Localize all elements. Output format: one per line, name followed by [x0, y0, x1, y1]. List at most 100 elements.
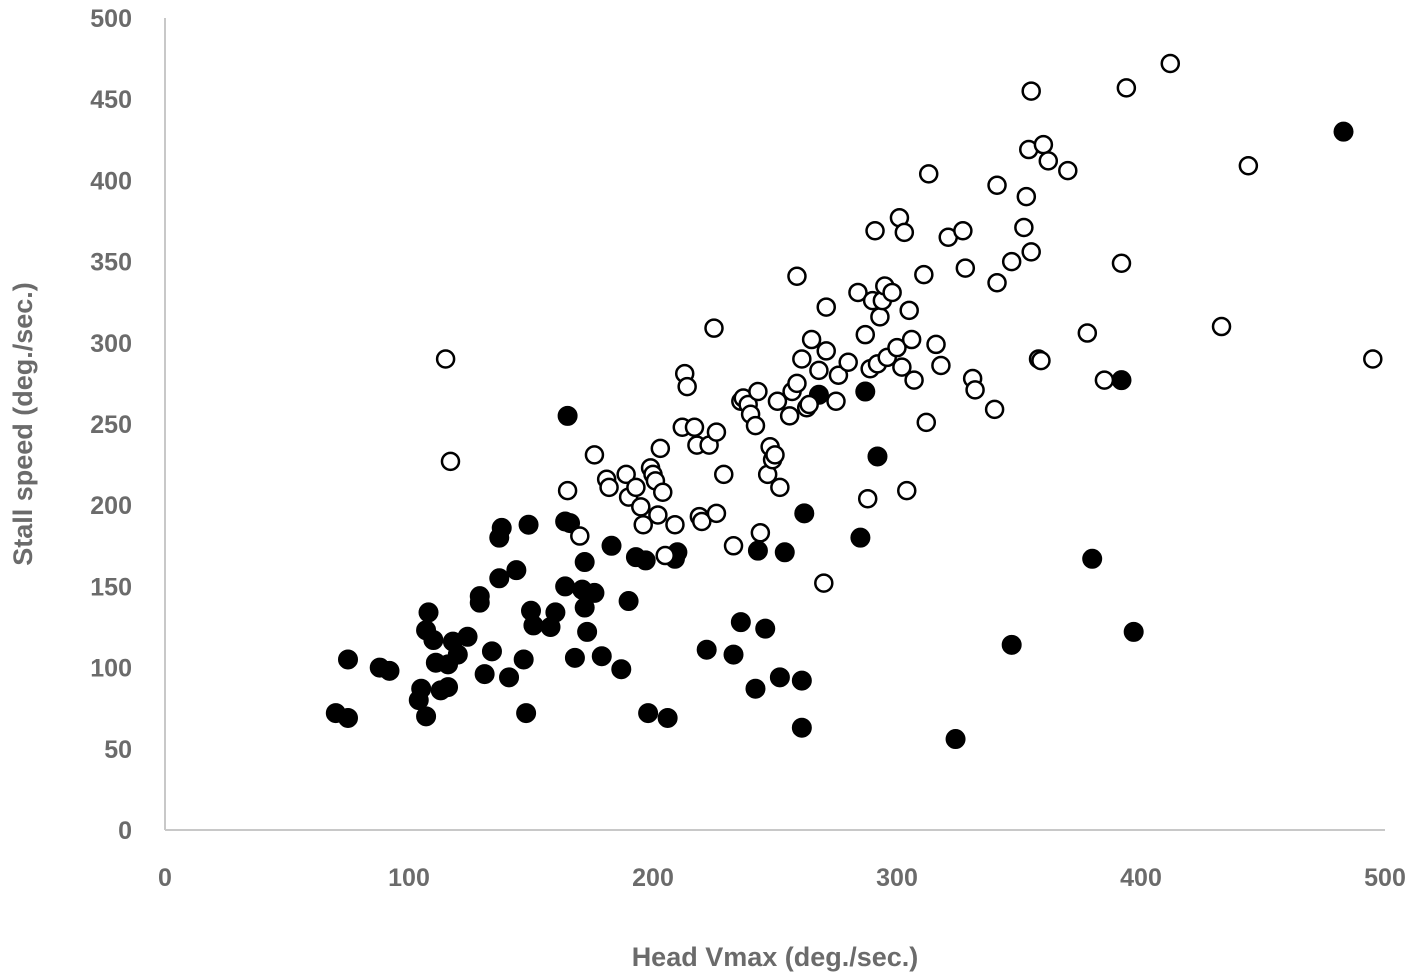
filled-data-point	[411, 678, 432, 699]
open-data-point	[787, 266, 807, 286]
filled-data-point	[696, 639, 717, 660]
filled-data-point	[513, 649, 534, 670]
x-tick-label: 200	[632, 864, 674, 892]
open-data-point	[792, 349, 812, 369]
filled-data-point	[591, 646, 612, 667]
open-data-point	[892, 357, 912, 377]
open-data-point	[1111, 253, 1132, 273]
x-tick-label: 100	[388, 864, 430, 892]
x-tick-label: 400	[1120, 864, 1162, 892]
y-tick-label: 150	[90, 573, 132, 601]
y-axis-title: Stall speed (deg./sec.)	[8, 282, 38, 566]
open-data-point	[984, 399, 1005, 420]
filled-data-point	[794, 503, 815, 524]
open-data-point	[1363, 349, 1383, 369]
open-data-point	[723, 536, 744, 556]
filled-data-point	[755, 618, 776, 639]
open-data-point	[692, 511, 712, 532]
filled-data-point	[1333, 121, 1354, 142]
filled-data-point	[618, 591, 639, 612]
filled-data-point	[723, 644, 744, 665]
open-data-point	[787, 373, 807, 394]
filled-data-point	[1082, 548, 1103, 569]
filled-data-point	[474, 664, 495, 685]
filled-data-point	[657, 707, 678, 728]
open-data-point	[838, 352, 858, 373]
open-data-point	[631, 497, 651, 517]
open-data-point	[931, 355, 951, 376]
open-data-point	[857, 488, 878, 509]
open-data-point	[816, 297, 836, 317]
filled-data-point	[867, 446, 888, 467]
open-data-point	[848, 282, 868, 303]
filled-data-point	[769, 667, 790, 688]
y-tick-label: 450	[90, 86, 132, 114]
filled-data-point	[730, 612, 751, 633]
filled-data-point	[791, 670, 812, 691]
open-data-point	[570, 526, 590, 546]
x-axis-title: Head Vmax (deg./sec.)	[632, 942, 919, 972]
open-data-point	[904, 370, 924, 390]
filled-data-point	[499, 667, 520, 688]
open-data-point	[1001, 251, 1022, 272]
filled-data-point	[745, 678, 766, 699]
filled-data-point	[338, 649, 358, 670]
open-data-point	[677, 376, 697, 397]
open-data-point	[779, 406, 800, 426]
open-data-point	[440, 451, 461, 472]
filled-data-point	[416, 706, 437, 727]
filled-data-point	[423, 629, 444, 650]
open-data-point	[965, 380, 985, 400]
open-data-point	[799, 394, 819, 415]
open-data-point	[926, 334, 946, 355]
filled-data-point	[491, 517, 512, 538]
open-data-point	[916, 412, 937, 433]
filled-data-point	[438, 677, 459, 698]
filled-data-point	[481, 641, 502, 662]
open-data-point	[599, 477, 619, 498]
open-data-point	[765, 445, 785, 465]
open-data-point	[435, 349, 456, 369]
filled-data-point	[945, 729, 966, 750]
open-data-point	[882, 282, 902, 303]
open-data-point	[894, 222, 915, 243]
y-tick-label: 100	[90, 655, 132, 683]
y-tick-label: 50	[104, 736, 132, 764]
open-data-point	[953, 220, 973, 241]
filled-data-point	[338, 707, 358, 728]
open-data-point	[816, 341, 836, 361]
open-data-point	[814, 573, 834, 593]
open-data-point	[770, 477, 790, 498]
open-data-point	[1211, 316, 1232, 337]
filled-data-point	[1111, 370, 1132, 391]
y-tick-label: 200	[90, 492, 132, 520]
filled-data-point	[577, 621, 598, 642]
open-data-point	[1021, 242, 1041, 262]
open-data-point	[1094, 370, 1115, 390]
open-data-point	[616, 464, 636, 485]
y-tick-label: 0	[118, 817, 132, 845]
filled-data-point	[601, 535, 622, 556]
filled-data-point	[457, 626, 478, 647]
open-data-point	[826, 391, 846, 412]
open-data-point	[706, 422, 727, 442]
open-data-point	[1016, 186, 1037, 207]
open-data-point	[653, 482, 673, 502]
open-data-point	[1160, 53, 1181, 74]
filled-data-point	[747, 540, 768, 561]
open-data-point	[914, 264, 934, 285]
x-tick-label: 500	[1364, 864, 1406, 892]
open-data-point	[714, 464, 734, 485]
open-data-point	[665, 514, 685, 535]
open-data-point	[899, 300, 919, 321]
open-data-point	[648, 505, 668, 525]
y-tick-label: 250	[90, 411, 132, 439]
open-data-point	[655, 545, 675, 566]
open-data-point	[650, 438, 671, 459]
y-axis-ticks: 0 50 100 150 200 250 300 350 400 450 500	[90, 5, 132, 845]
filled-data-point	[469, 592, 490, 613]
y-tick-label: 400	[90, 167, 132, 195]
open-data-point	[745, 415, 766, 436]
